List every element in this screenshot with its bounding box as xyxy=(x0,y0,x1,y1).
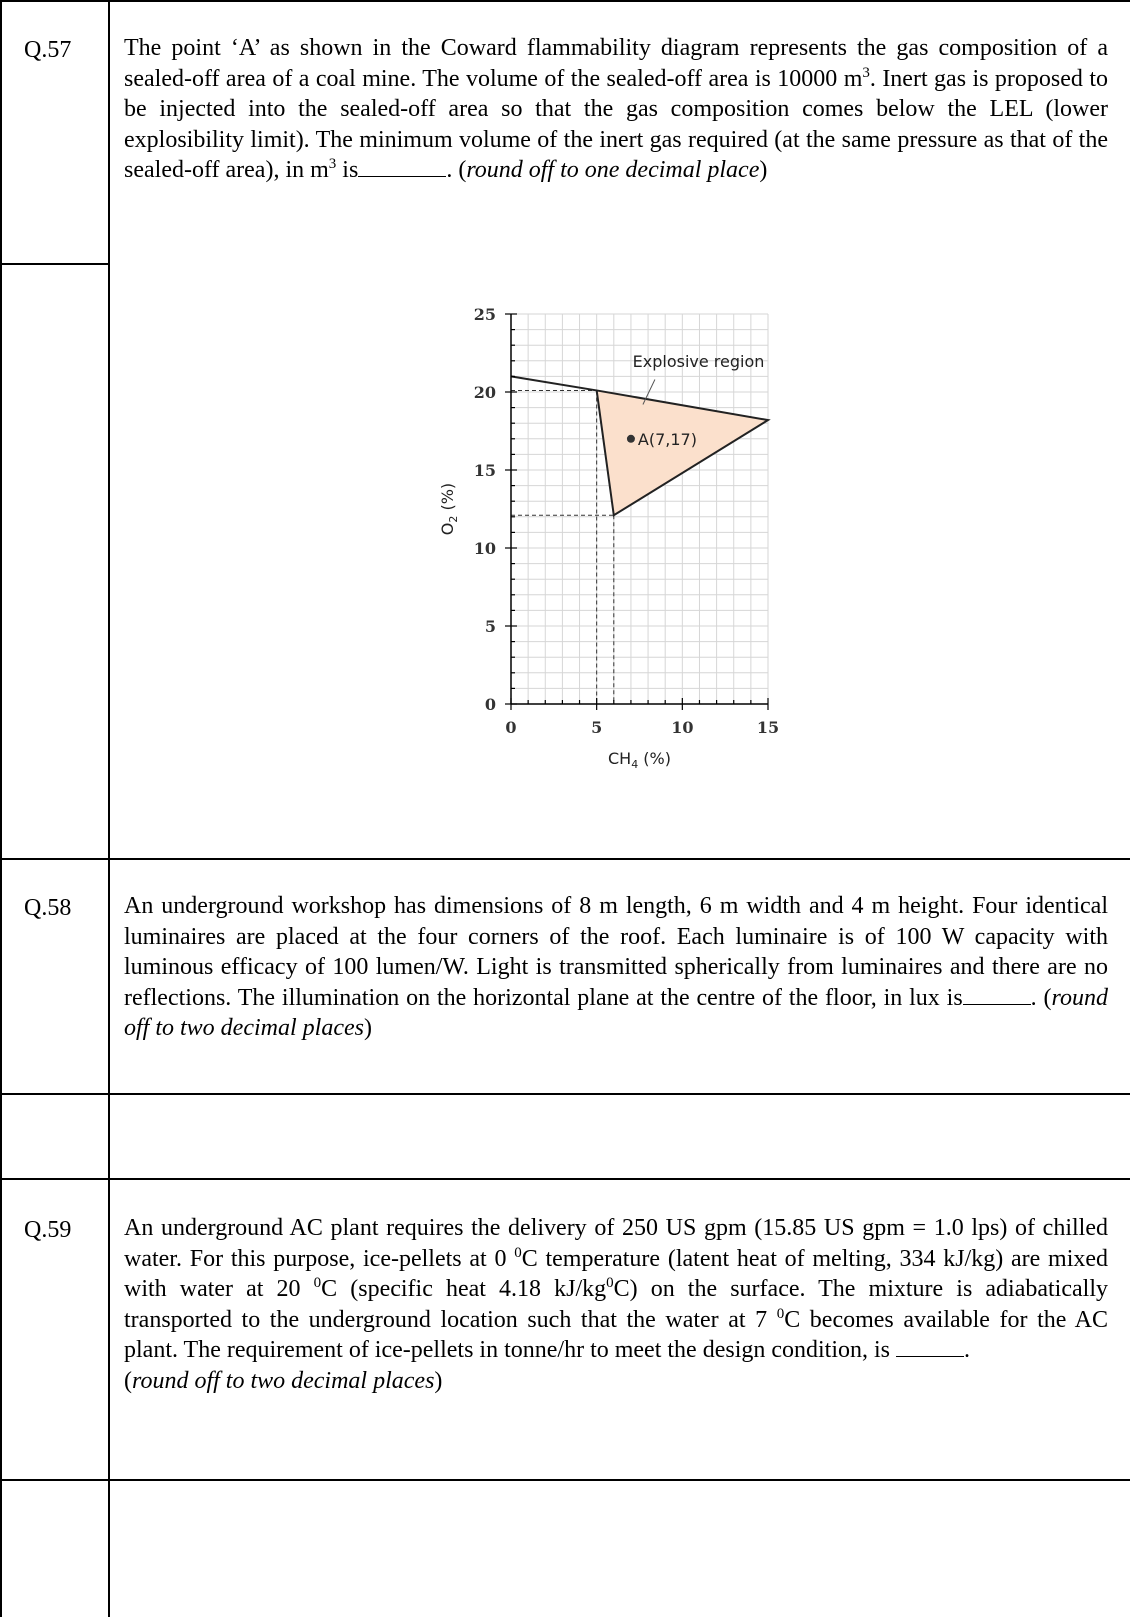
x-axis-label: CH4 (%) xyxy=(608,749,671,771)
text-segment: An underground workshop has dimensions o… xyxy=(124,893,1108,1011)
text-segment: An underground AC plant requires the del… xyxy=(124,1215,1108,1272)
y-tick-label: 15 xyxy=(474,461,496,480)
text-segment: ) xyxy=(759,157,768,183)
text-segment: C temperature (latent heat of melting, 3… xyxy=(124,1245,1109,1303)
x-tick-label: 10 xyxy=(671,718,693,737)
coward-flammability-chart: 0 5 10 15 0 5 10 15 20 25 Explosive region A(7,17… xyxy=(438,305,779,771)
table-top-border xyxy=(0,0,1130,2)
y-tick-label: 10 xyxy=(474,539,496,558)
rounding-instruction: round off to two decimal places xyxy=(132,1367,435,1394)
question-text: An underground AC plant requires the del… xyxy=(124,1213,1108,1396)
flammability-boundary xyxy=(510,375,771,517)
superscript: 3 xyxy=(862,64,870,81)
superscript: 0 xyxy=(606,1275,614,1291)
text-segment: ) xyxy=(434,1367,443,1394)
question-number: Q.57 xyxy=(24,37,72,63)
text-segment: . ( xyxy=(1030,984,1052,1011)
point-a-marker xyxy=(626,434,635,443)
question-text: The point ‘A’ as shown in the Coward fla… xyxy=(124,33,1108,186)
y-tick-label: 0 xyxy=(485,695,496,714)
text-segment: C) on the surface. The mixture is adiaba… xyxy=(124,1276,1108,1333)
x-tick-label: 15 xyxy=(757,718,779,737)
row-divider-q57-label xyxy=(0,263,109,265)
row-divider-after-q58 xyxy=(0,1093,1130,1095)
x-tick-label: 5 xyxy=(591,718,602,737)
text-segment: The point ‘A’ as shown in the Coward fla… xyxy=(124,35,1108,92)
text-segment: C becomes available for the AC plant. Th… xyxy=(124,1306,1109,1364)
column-divider xyxy=(108,0,110,1617)
point-a-label: A(7,17) xyxy=(638,430,697,449)
text-segment: ( xyxy=(124,1367,132,1394)
question-text: An underground workshop has dimensions o… xyxy=(124,891,1108,1044)
text-segment: ) xyxy=(363,1015,372,1041)
explosive-region-area xyxy=(596,390,768,516)
explosive-region-label: Explosive region xyxy=(633,352,765,371)
y-axis-label: O2 (%) xyxy=(438,483,460,535)
y-tick-label: 25 xyxy=(474,305,496,324)
axis-minor-ticks xyxy=(505,313,769,710)
answer-blank xyxy=(896,1336,965,1357)
superscript: 3 xyxy=(328,156,337,172)
text-segment: . ( xyxy=(446,157,467,183)
tick-labels: 0 5 10 15 0 5 10 15 20 25 xyxy=(474,305,779,737)
question-number: Q.59 xyxy=(24,1217,72,1243)
superscript: 0 xyxy=(313,1275,322,1291)
superscript: 0 xyxy=(776,1305,785,1322)
y-tick-label: 20 xyxy=(474,383,496,402)
x-tick-label: 0 xyxy=(505,718,516,737)
region-arrow xyxy=(642,379,656,405)
chart-grid xyxy=(510,313,769,705)
rounding-instruction: round off to two decimal places xyxy=(124,984,1108,1042)
answer-blank xyxy=(358,156,447,177)
row-divider-before-q59 xyxy=(0,1178,1130,1180)
text-segment: . Inert gas is proposed to be injected i… xyxy=(124,65,1108,184)
answer-blank xyxy=(962,984,1031,1005)
table-left-border xyxy=(0,0,2,1617)
question-number: Q.58 xyxy=(24,895,72,921)
text-segment: is xyxy=(336,157,359,183)
rounding-instruction: round off to one decimal place xyxy=(466,157,760,183)
superscript: 0 xyxy=(514,1244,522,1261)
row-divider-after-q59 xyxy=(0,1479,1130,1481)
y-tick-label: 5 xyxy=(485,617,496,636)
text-segment: . xyxy=(964,1337,971,1363)
text-segment: C (specific heat 4.18 kJ/kg xyxy=(321,1276,607,1302)
guide-lines xyxy=(511,389,615,704)
row-divider-after-figure xyxy=(0,858,1130,860)
